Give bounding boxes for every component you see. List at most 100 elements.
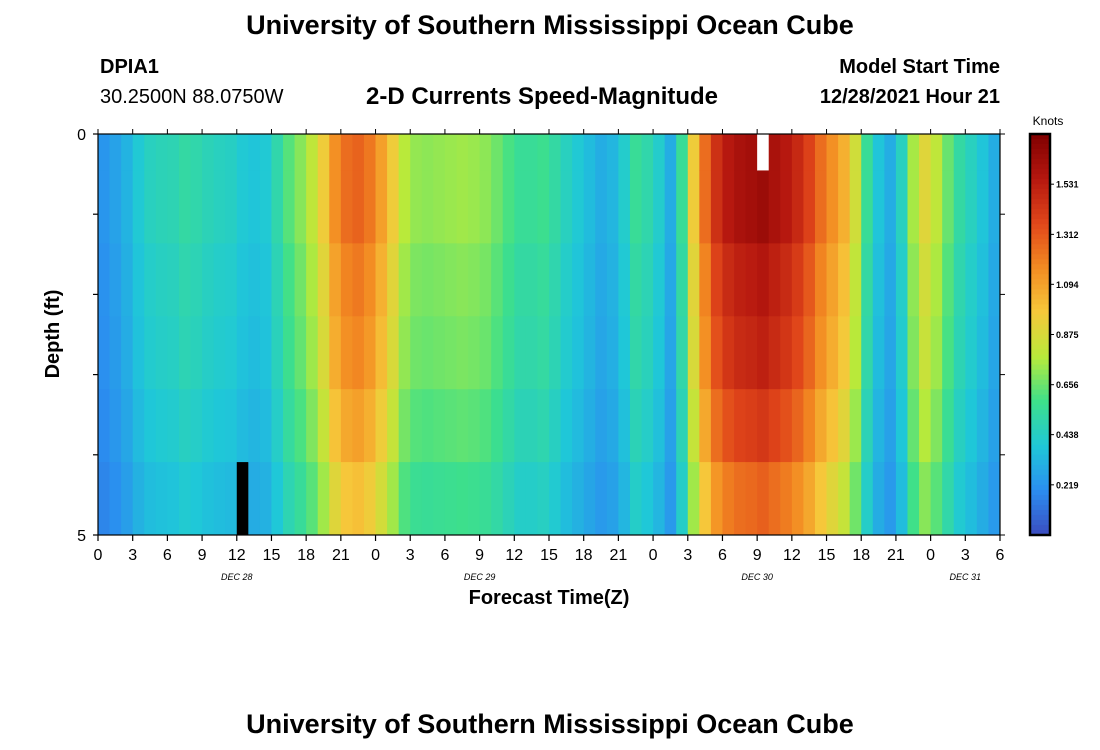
heat-cell xyxy=(340,316,353,390)
heat-cell xyxy=(375,243,388,317)
heat-cell xyxy=(236,134,249,171)
heat-cell xyxy=(699,462,712,536)
colorbar-swatch xyxy=(1030,269,1050,275)
heat-cell xyxy=(895,389,908,463)
heat-cell xyxy=(514,134,527,171)
colorbar-tick-label: 1.312 xyxy=(1056,230,1079,240)
x-tick-label: 18 xyxy=(575,547,593,564)
colorbar-swatch xyxy=(1030,244,1050,250)
colorbar-swatch xyxy=(1030,249,1050,255)
colorbar-tick-label: 1.094 xyxy=(1056,280,1079,290)
heat-cell xyxy=(930,134,943,171)
heat-cell xyxy=(444,389,457,463)
heat-cell xyxy=(618,243,631,317)
y-axis: 05 xyxy=(77,127,1005,545)
heat-cell xyxy=(768,462,781,536)
heat-cell xyxy=(271,243,284,317)
colorbar-tick-label: 0.656 xyxy=(1056,380,1079,390)
heat-cell xyxy=(849,316,862,390)
heat-cell xyxy=(872,134,885,171)
heat-cell xyxy=(583,389,596,463)
heat-cell xyxy=(838,243,851,317)
model-start-time: 12/28/2021 Hour 21 xyxy=(819,86,1000,108)
heat-cell xyxy=(479,316,492,390)
heat-cell xyxy=(259,170,272,244)
heat-cell xyxy=(306,389,319,463)
heat-cell xyxy=(826,170,839,244)
heat-cell xyxy=(236,170,249,244)
heat-cell xyxy=(213,170,226,244)
heat-cell xyxy=(976,170,989,244)
colorbar-swatch xyxy=(1030,224,1050,230)
heat-cell xyxy=(895,134,908,171)
heat-cell xyxy=(340,134,353,171)
heat-cell xyxy=(560,243,573,317)
heat-cell xyxy=(225,243,238,317)
heat-cell xyxy=(988,462,1001,536)
heat-cell xyxy=(641,389,654,463)
heat-cell xyxy=(872,170,885,244)
colorbar-swatch xyxy=(1030,524,1050,531)
heat-cell xyxy=(144,170,157,244)
station-id: DPIA1 xyxy=(100,56,159,78)
colorbar-swatch xyxy=(1030,474,1050,481)
colorbar-swatch xyxy=(1030,329,1050,335)
heat-cell xyxy=(121,389,134,463)
heat-cell xyxy=(745,243,758,317)
colorbar-swatch xyxy=(1030,274,1050,280)
heat-cell xyxy=(190,389,203,463)
heat-cell xyxy=(745,389,758,463)
heat-cell xyxy=(167,462,180,536)
heat-cell xyxy=(352,243,365,317)
heat-cell xyxy=(988,243,1001,317)
heat-cell xyxy=(676,389,689,463)
colorbar-swatch xyxy=(1030,509,1050,516)
colorbar-swatch xyxy=(1030,209,1050,215)
heat-cell xyxy=(202,170,215,244)
heat-cell xyxy=(398,316,411,390)
heat-cell xyxy=(317,316,330,390)
heat-cell xyxy=(375,462,388,536)
footer-title: University of Southern Mississippi Ocean… xyxy=(246,709,854,739)
heat-cell xyxy=(121,134,134,171)
y-axis-label: Depth (ft) xyxy=(42,290,64,379)
y-tick-label: 0 xyxy=(77,127,86,144)
heat-cell xyxy=(340,243,353,317)
colorbar-swatch xyxy=(1030,319,1050,325)
heat-cell xyxy=(155,170,168,244)
heat-cell xyxy=(132,389,145,463)
colorbar-swatch xyxy=(1030,414,1050,421)
heat-cell xyxy=(98,243,110,317)
colorbar-swatch xyxy=(1030,449,1050,456)
heat-cell xyxy=(768,134,781,171)
colorbar-swatch xyxy=(1030,214,1050,220)
colorbar-swatch xyxy=(1030,364,1050,371)
colorbar-swatch xyxy=(1030,349,1050,356)
colorbar-swatch xyxy=(1030,379,1050,386)
heat-cell xyxy=(236,389,249,463)
heat-cell xyxy=(930,462,943,536)
heat-cell xyxy=(942,243,955,317)
x-tick-label: 9 xyxy=(198,547,207,564)
heat-cell xyxy=(861,389,874,463)
heat-cell xyxy=(629,316,642,390)
heat-cell xyxy=(398,243,411,317)
heat-cell xyxy=(236,243,249,317)
heat-cell xyxy=(838,389,851,463)
heat-cell xyxy=(976,389,989,463)
colorbar-tick-label: 0.438 xyxy=(1056,430,1079,440)
heat-cell xyxy=(259,134,272,171)
heat-cell xyxy=(907,243,920,317)
heat-cell xyxy=(734,316,746,390)
heat-cell xyxy=(560,170,573,244)
heat-cell xyxy=(734,170,746,244)
x-tick-label: 9 xyxy=(475,547,484,564)
heat-cell xyxy=(895,170,908,244)
heat-cell xyxy=(363,316,376,390)
heat-cell xyxy=(537,316,550,390)
heat-cell xyxy=(387,316,400,390)
heat-cell xyxy=(363,134,376,171)
x-tick-label: 21 xyxy=(332,547,350,564)
colorbar-tick-label: 0.219 xyxy=(1056,480,1079,490)
heat-cell xyxy=(745,134,758,171)
